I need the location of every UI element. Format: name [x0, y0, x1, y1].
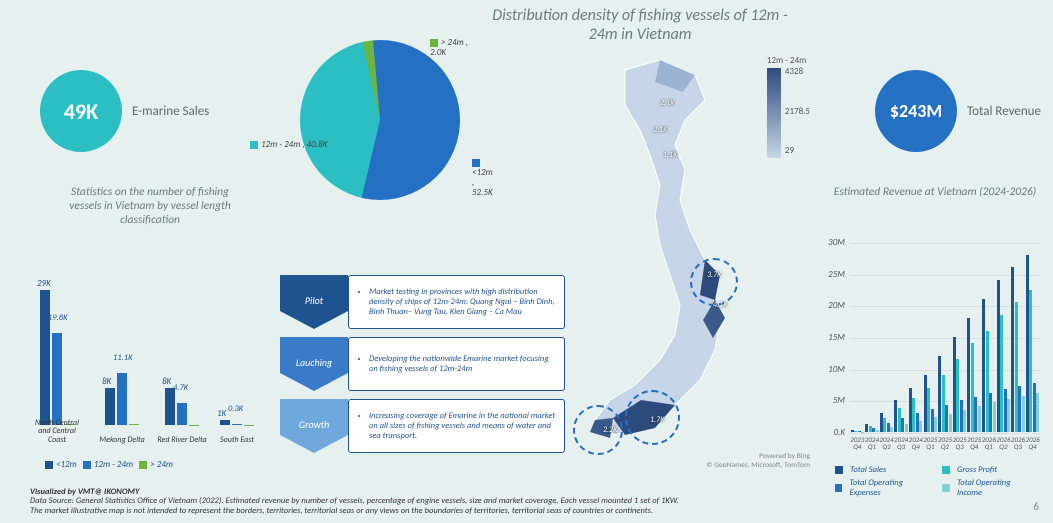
chevron: Lauching: [280, 337, 348, 391]
map-legend: 12m - 24m 4328 2178.5 29: [767, 55, 810, 160]
revenue-legend: Total SalesGross ProfitTotal Operating E…: [835, 465, 1045, 501]
bar-chart: <12m 12m - 24m > 24m 29K19.8KNorth Centr…: [25, 270, 260, 445]
kpi-revenue-label: Total Revenue: [967, 104, 1041, 119]
kpi-sales-label: E-marine Sales: [132, 104, 209, 119]
pie-chart: > 24m , 2.0K 12m - 24m , 40.8K <12m , 52…: [280, 40, 480, 200]
map-legend-mid: 2178.5: [785, 106, 810, 117]
pie-label-12m: <12m , 52.5K: [472, 167, 493, 198]
bar-legend: <12m 12m - 24m > 24m: [45, 459, 179, 470]
pie-label-12-24m: 12m - 24m , 40.8K: [261, 139, 327, 150]
kpi-revenue-value: $243M: [875, 70, 957, 152]
map-pin-label: 1.7K: [650, 415, 664, 425]
map-highlight-circle: [690, 258, 738, 306]
kpi-sales: 49K E-marine Sales: [40, 70, 209, 152]
footnote: Visualized by VMT@ IKONOMY Data Source: …: [30, 488, 850, 517]
map: 12m - 24m 4328 2178.5 29 Powered by Bing…: [565, 50, 810, 470]
map-pin-label: 1.1K: [663, 150, 677, 160]
map-pin-label: 2.1K: [660, 98, 674, 108]
process-text: Market testing in provinces with high di…: [348, 275, 565, 329]
map-legend-min: 29: [785, 145, 810, 156]
page-number: 6: [1033, 500, 1039, 513]
map-pin-label: 2.1K: [653, 125, 667, 135]
map-pin-label: 3.7K: [707, 270, 721, 280]
map-legend-title: 12m - 24m: [767, 55, 810, 66]
map-pin-label: 2.2K: [603, 425, 617, 435]
main-title: Distribution density of fishing vessels …: [480, 6, 800, 44]
map-attribution: Powered by Bing © GeoNames, Microsoft, T…: [706, 452, 810, 470]
process-text: Developing the nationwide Emarine market…: [348, 337, 565, 391]
revenue-chart: 30M25M20M15M10M5M0.K2023Q42024Q12024Q220…: [820, 225, 1045, 460]
kpi-revenue: $243M Total Revenue: [875, 70, 1041, 152]
process-list: Pilot Market testing in provinces with h…: [280, 275, 565, 461]
map-pin-label: 4.1K: [713, 300, 727, 310]
process-text: Increasing coverage of Emarine in the na…: [348, 399, 565, 453]
chevron: Pilot: [280, 275, 348, 329]
bar-title: Statistics on the number of fishing vess…: [55, 185, 245, 227]
map-legend-max: 4328: [785, 66, 810, 77]
kpi-sales-value: 49K: [40, 70, 122, 152]
chevron: Growth: [280, 399, 348, 453]
revenue-title: Estimated Revenue at Vietnam (2024-2026): [830, 185, 1040, 199]
